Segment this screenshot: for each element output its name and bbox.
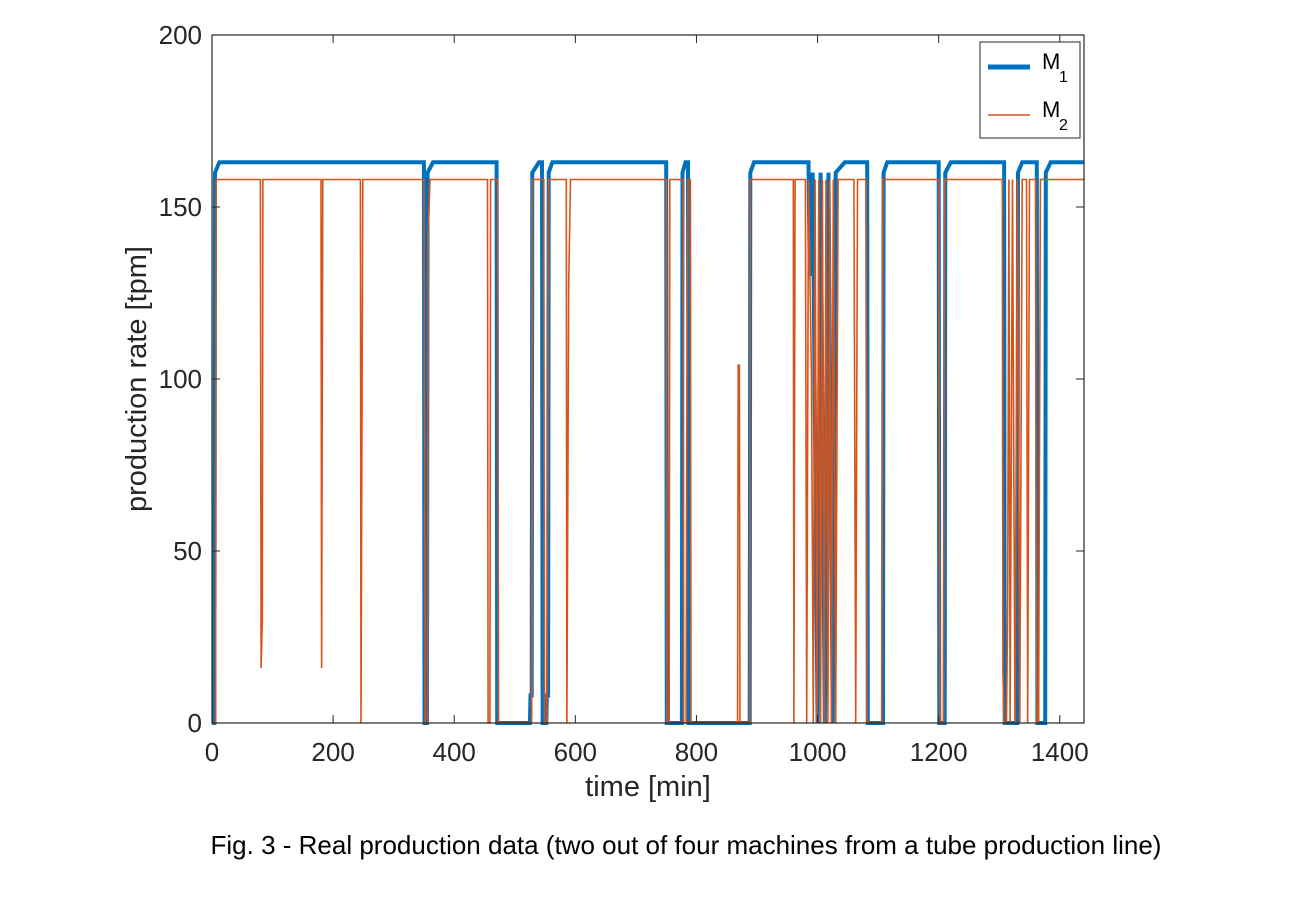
x-tick-label: 1200	[910, 737, 968, 767]
legend-box	[979, 41, 1081, 139]
x-tick-label: 1400	[1031, 737, 1089, 767]
x-tick-label: 800	[675, 737, 718, 767]
plot-frame	[211, 34, 1085, 724]
x-tick-label: 200	[311, 737, 354, 767]
y-tick-label: 0	[188, 708, 202, 738]
x-axis-label: time [min]	[585, 771, 711, 803]
y-tick-label: 200	[159, 20, 202, 50]
x-tick-label: 1000	[789, 737, 847, 767]
y-tick-label: 150	[159, 192, 202, 222]
legend: M 1 M 2	[979, 41, 1081, 139]
legend-label-m1: M	[1042, 49, 1060, 74]
x-tick-label: 0	[205, 737, 219, 767]
x-tick-label: 600	[554, 737, 597, 767]
y-tick-label: 100	[159, 364, 202, 394]
legend-sub-m1: 1	[1059, 69, 1068, 86]
series-layer	[212, 160, 1084, 725]
y-axis-label: production rate [tpm]	[121, 246, 153, 512]
series-line-m1	[212, 160, 1084, 725]
legend-label-m2: M	[1042, 97, 1060, 122]
legend-sub-m2: 2	[1059, 117, 1068, 134]
ticks-layer	[211, 34, 1084, 724]
figure-caption: Fig. 3 - Real production data (two out o…	[210, 830, 1162, 860]
tick-labels: 0 200 400 600 800 1000 1200 1400 0 50 100 150 200	[159, 20, 1089, 767]
y-tick-label: 50	[173, 536, 202, 566]
x-tick-label: 400	[433, 737, 476, 767]
series-line-m2	[212, 178, 1084, 724]
